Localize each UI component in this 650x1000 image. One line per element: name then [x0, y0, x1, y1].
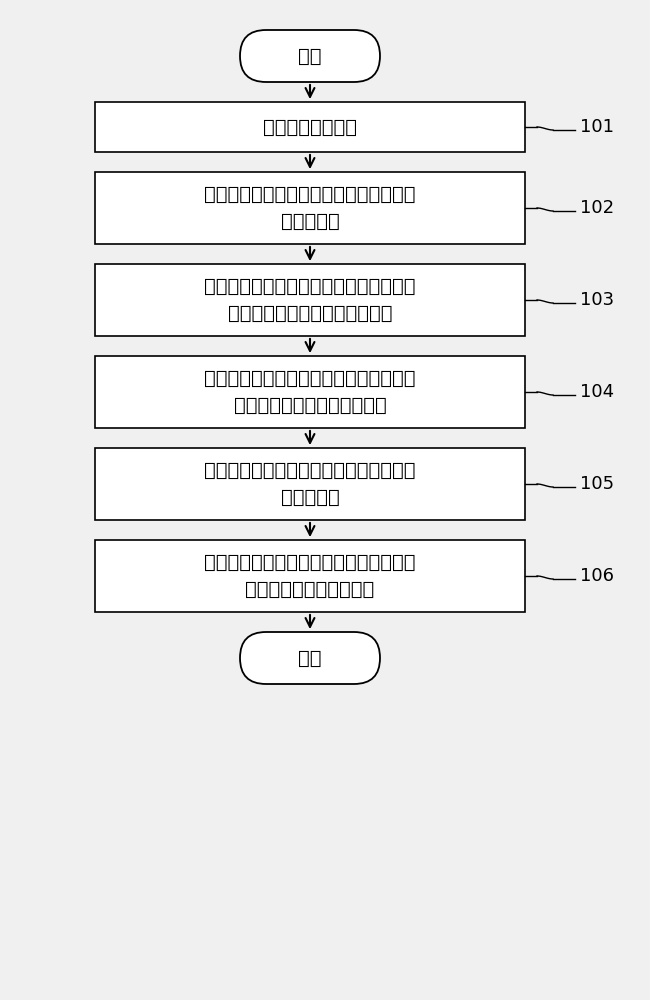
- Text: 103: 103: [580, 291, 614, 309]
- Text: 将地下模型网格化: 将地下模型网格化: [263, 117, 357, 136]
- FancyBboxPatch shape: [95, 540, 525, 612]
- FancyBboxPatch shape: [95, 448, 525, 520]
- FancyBboxPatch shape: [95, 356, 525, 428]
- Text: 102: 102: [580, 199, 614, 217]
- Text: 开始: 开始: [298, 46, 322, 66]
- Text: 结束: 结束: [298, 648, 322, 668]
- Text: 针对每个网格重复操作以获得所有网格的
最终能量谱: 针对每个网格重复操作以获得所有网格的 最终能量谱: [204, 461, 416, 507]
- Text: 计算一个网格中微震信号到达各个检波器
的到达时刻: 计算一个网格中微震信号到达各个检波器 的到达时刻: [204, 185, 416, 231]
- Text: 104: 104: [580, 383, 614, 401]
- Text: 基于预先设置的阈值对最终能量谱过滤，
从而得到微震有效事件点: 基于预先设置的阈值对最终能量谱过滤， 从而得到微震有效事件点: [204, 553, 416, 599]
- FancyBboxPatch shape: [95, 264, 525, 336]
- Text: 106: 106: [580, 567, 614, 585]
- FancyBboxPatch shape: [95, 102, 525, 152]
- Text: 获得不同时刻下的叠加能量，并将叠加能
量中的最大值归位到指定网格: 获得不同时刻下的叠加能量，并将叠加能 量中的最大值归位到指定网格: [204, 369, 416, 415]
- FancyBboxPatch shape: [240, 30, 380, 82]
- Text: 105: 105: [580, 475, 614, 493]
- Text: 将与各个检波器的到达时刻对应的有效波
的振幅相加，从而获得叠加能量: 将与各个检波器的到达时刻对应的有效波 的振幅相加，从而获得叠加能量: [204, 277, 416, 323]
- FancyBboxPatch shape: [95, 172, 525, 244]
- FancyBboxPatch shape: [240, 632, 380, 684]
- Text: 101: 101: [580, 118, 614, 136]
